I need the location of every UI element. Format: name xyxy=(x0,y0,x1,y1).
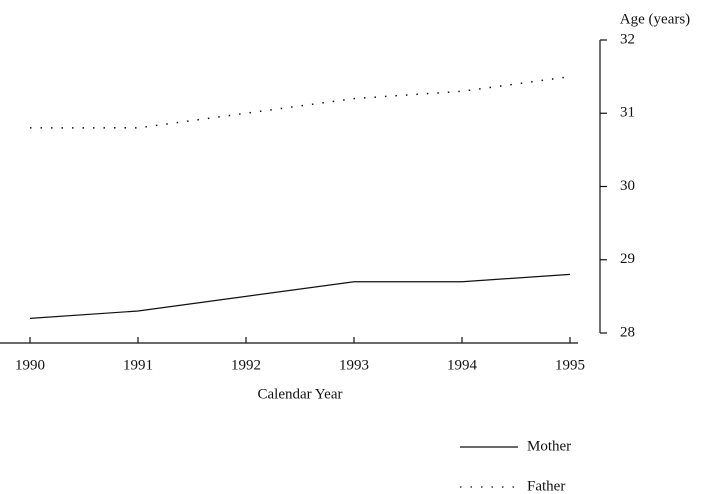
legend-label: Mother xyxy=(527,438,571,454)
y-tick-label: 28 xyxy=(620,324,635,340)
x-tick-label: 1993 xyxy=(339,357,369,373)
y-axis-label: Age (years) xyxy=(620,11,690,27)
y-tick-label: 31 xyxy=(620,105,635,121)
x-axis-label: Calendar Year xyxy=(258,386,343,402)
y-tick-label: 32 xyxy=(620,31,635,47)
x-tick-label: 1995 xyxy=(555,357,585,373)
y-tick-label: 30 xyxy=(620,178,635,194)
y-tick-label: 29 xyxy=(620,251,635,267)
x-tick-label: 1994 xyxy=(447,357,478,373)
x-tick-label: 1990 xyxy=(15,357,45,373)
x-tick-label: 1991 xyxy=(123,357,153,373)
series-line xyxy=(30,75,571,129)
series-line xyxy=(29,273,571,319)
x-tick-label: 1992 xyxy=(231,357,261,373)
legend-label: Father xyxy=(527,478,565,494)
